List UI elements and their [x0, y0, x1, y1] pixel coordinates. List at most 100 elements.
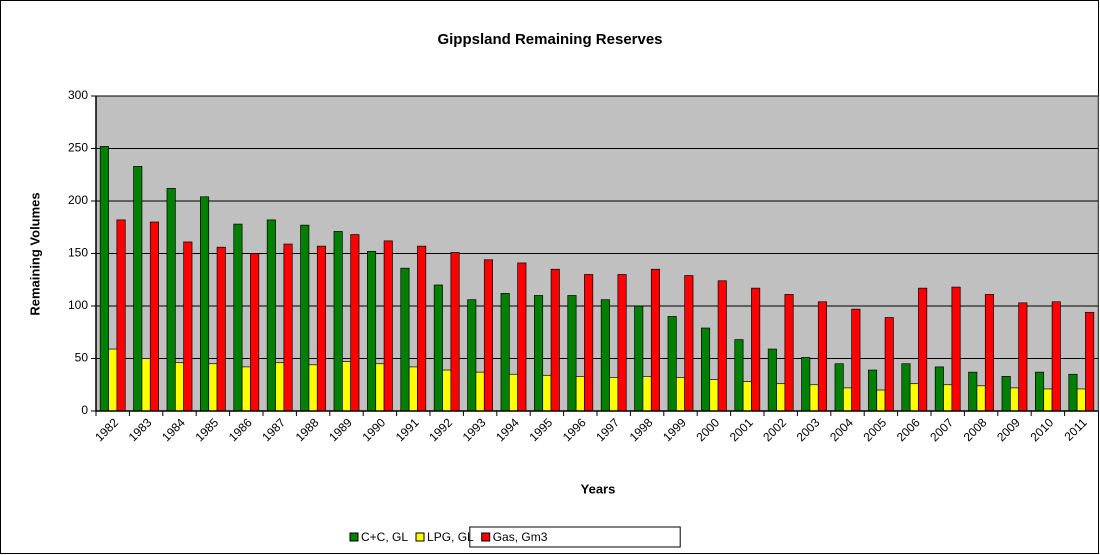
bar	[767, 348, 777, 412]
bar	[300, 224, 310, 412]
legend-swatch	[349, 532, 359, 542]
bar	[375, 363, 385, 412]
y-tick-label: 100	[68, 298, 88, 312]
bar	[1001, 376, 1011, 412]
bar	[650, 268, 660, 412]
bar	[734, 339, 744, 412]
bar	[417, 245, 427, 412]
bar	[701, 327, 711, 412]
bar	[751, 287, 761, 412]
bar	[333, 231, 343, 412]
bar	[1076, 388, 1086, 412]
bar	[909, 383, 919, 412]
bar	[450, 252, 460, 412]
bar	[400, 267, 410, 412]
legend-swatch	[415, 532, 425, 542]
legend-label: C+C, GL	[361, 530, 408, 544]
bar	[801, 357, 811, 412]
bar	[433, 284, 443, 412]
bar	[951, 286, 961, 412]
bar	[500, 293, 510, 412]
bar	[1043, 388, 1053, 412]
chart-title: Gippsland Remaining Reserves	[437, 31, 662, 48]
bar	[901, 363, 911, 412]
y-axis-label: Remaining Volumes	[27, 192, 42, 315]
bar	[508, 373, 519, 412]
bar	[1035, 371, 1045, 412]
bar	[1051, 301, 1061, 412]
bar	[208, 363, 218, 412]
bar	[442, 369, 452, 412]
bar	[817, 301, 827, 412]
bar	[784, 294, 794, 412]
bar	[600, 299, 610, 412]
bar	[316, 245, 326, 412]
bar	[133, 166, 143, 412]
bar	[200, 196, 210, 412]
bar	[918, 287, 928, 412]
bar	[233, 223, 243, 412]
bar	[709, 379, 719, 412]
bar	[241, 366, 251, 412]
bar	[884, 317, 894, 412]
bar	[216, 246, 226, 412]
bar	[141, 358, 151, 412]
y-tick-label: 300	[68, 88, 88, 102]
bar	[934, 366, 944, 412]
bar	[976, 385, 986, 412]
bar	[116, 219, 126, 412]
bar	[283, 243, 293, 412]
bar	[567, 295, 577, 412]
y-tick-label: 50	[75, 351, 89, 365]
bar	[308, 364, 318, 412]
bar	[341, 361, 352, 412]
bar	[742, 381, 752, 412]
bar	[1068, 373, 1078, 412]
bar	[675, 377, 686, 412]
bar	[367, 251, 377, 412]
bar	[250, 253, 260, 412]
bar	[642, 376, 652, 412]
y-tick-label: 0	[81, 403, 88, 417]
bar	[550, 268, 560, 412]
bar	[483, 259, 493, 412]
y-tick-label: 200	[68, 193, 88, 207]
legend-box	[469, 526, 681, 548]
bar	[868, 369, 878, 412]
bar	[475, 371, 485, 412]
bar	[99, 146, 109, 412]
bar	[575, 376, 585, 412]
bar	[1009, 387, 1020, 412]
bar	[834, 363, 844, 412]
bar	[984, 294, 994, 412]
bar	[1018, 302, 1028, 412]
bar	[275, 362, 285, 412]
bar	[776, 383, 786, 412]
bar	[609, 377, 619, 412]
bar	[809, 384, 819, 412]
bar	[517, 262, 527, 412]
bar	[1085, 311, 1095, 412]
bar	[851, 308, 861, 412]
y-tick-label: 150	[68, 246, 88, 260]
bar	[968, 371, 978, 412]
bar	[634, 305, 644, 412]
bar	[584, 274, 594, 412]
bar	[166, 188, 176, 412]
legend: C+C, GL LPG, GL Gas, Gm3	[349, 526, 681, 548]
bar	[183, 241, 193, 412]
bar	[174, 362, 185, 412]
bar	[149, 221, 159, 412]
bar	[383, 240, 393, 412]
bar	[408, 366, 418, 412]
bar	[350, 234, 360, 412]
bar	[943, 384, 953, 412]
bar	[467, 299, 477, 412]
bar	[842, 387, 853, 412]
legend-label: Gas, Gm3	[493, 530, 548, 544]
y-tick-label: 250	[68, 141, 88, 155]
bar	[684, 275, 694, 412]
x-axis-label: Years	[581, 481, 616, 496]
bar	[108, 348, 118, 412]
